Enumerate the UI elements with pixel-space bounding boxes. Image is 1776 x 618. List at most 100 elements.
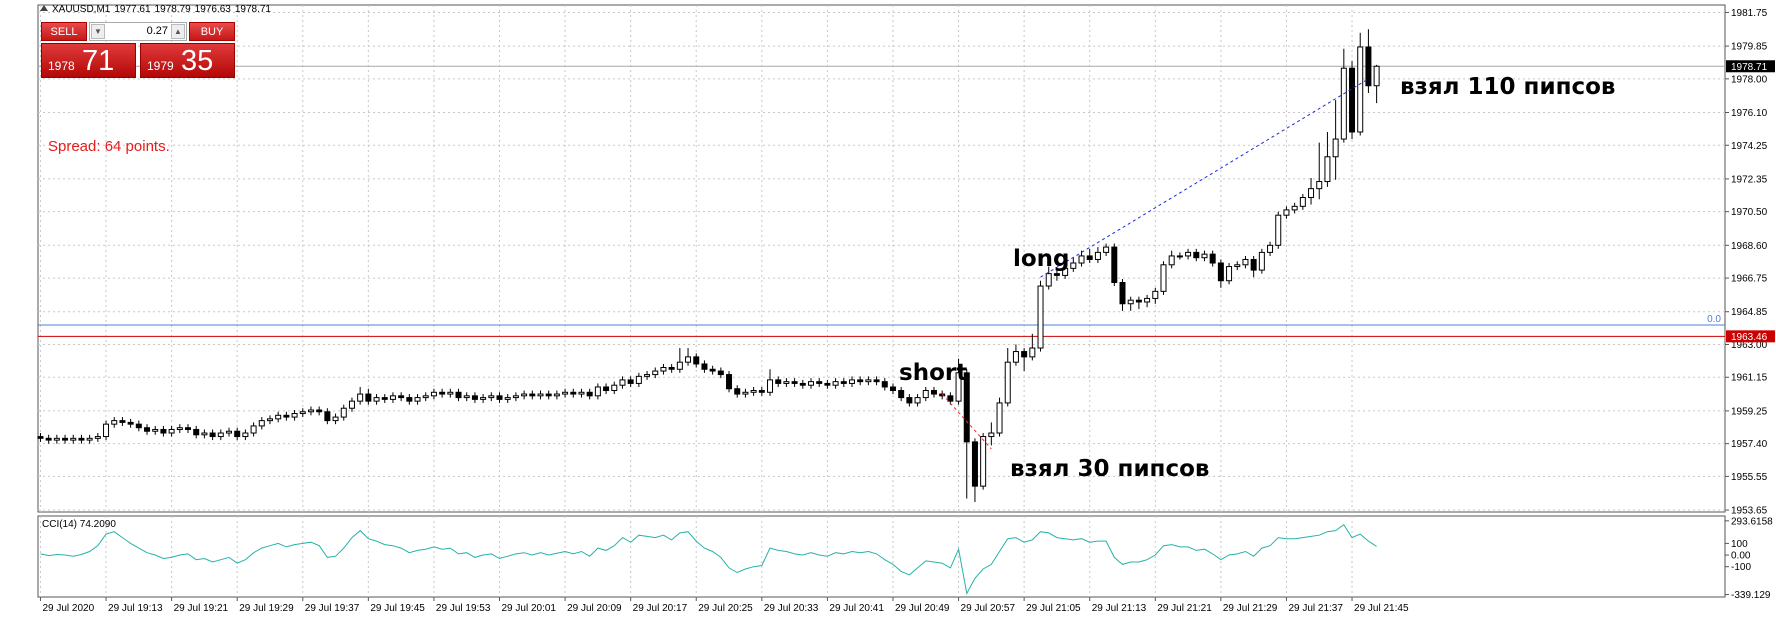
lot-field[interactable]: ▼ 0.27 ▲ [89,22,187,41]
indicator-title: CCI(14) 74.2090 [42,519,116,530]
x-tick-label: 29 Jul 21:45 [1354,603,1409,614]
price-box-label: 1978.71 [1731,62,1768,73]
candle-body [62,437,69,441]
candle-body [1103,246,1110,253]
buy-button[interactable]: BUY [189,22,235,41]
candle-body [1201,253,1208,259]
candle-body [1045,273,1052,287]
x-tick-label: 29 Jul 21:29 [1223,603,1278,614]
lot-value: 0.27 [146,25,168,37]
candle-body [201,432,208,436]
candle-body [234,430,241,438]
candle-body [627,379,634,384]
candle-body [1308,188,1315,198]
candle-body [365,393,372,402]
y-tick-label: 1981.75 [1731,8,1768,19]
x-tick-label: 29 Jul 20:49 [895,603,950,614]
y-tick-label: -100 [1731,562,1751,573]
trade-line [1040,78,1369,278]
candle-body [299,411,306,415]
candle-body [611,384,618,392]
candle-body [119,420,126,423]
y-tick-label: 1966.75 [1731,274,1768,285]
candle-body [1185,251,1192,257]
candle-body [1234,264,1241,268]
bid-price[interactable]: 1978 71 [41,43,136,78]
x-tick-label: 29 Jul 20:17 [633,603,688,614]
candle-body [316,409,323,413]
candle-body [701,363,708,370]
candle-body [1053,273,1060,276]
candle-body [332,416,339,422]
candle-body [1209,253,1216,264]
candle-body [594,386,601,397]
candle-body [53,437,60,441]
candle-body [430,391,437,397]
candle-body [266,418,273,422]
candle-body [258,420,265,427]
candle-body [1340,67,1347,140]
candle-body [668,366,675,370]
candle-body [521,393,528,397]
candle-body [971,441,978,487]
candle-body [250,425,257,434]
candle-body [1365,46,1372,87]
y-tick-label: -339.129 [1731,590,1771,601]
candle-body [480,397,487,400]
candle-body [127,421,134,425]
candle-body [1078,255,1085,264]
spread-label: Spread: 64 points. [48,138,170,155]
candle-body [504,397,511,400]
y-tick-label: 0.00 [1731,551,1751,562]
lot-down[interactable]: ▼ [91,24,105,39]
candle-body [988,432,995,438]
candle-body [1291,205,1298,211]
candle-body [307,409,314,413]
candle-body [152,428,159,432]
bid-big-figure: 1978 [48,59,75,73]
y-tick-label: 1957.40 [1731,439,1768,450]
x-tick-label: 29 Jul 20:41 [829,603,884,614]
sell-button[interactable]: SELL [41,22,87,41]
candle-body [209,432,216,438]
y-tick-label: 1959.25 [1731,406,1768,417]
candle-body [1119,281,1126,305]
collapse-icon[interactable] [40,5,48,11]
candle-body [348,400,355,409]
symbol: XAUUSD,M1 [52,4,111,15]
candle-body [553,393,560,397]
ohlc-close: 1978.71 [234,4,271,15]
candle-body [693,356,700,365]
x-tick-label: 29 Jul 21:13 [1092,603,1147,614]
candle-body [865,379,872,383]
candle-body [644,374,651,377]
candle-body [135,423,142,429]
ask-price[interactable]: 1979 35 [140,43,235,78]
candle-body [471,395,478,400]
candle-body [799,382,806,386]
lot-up[interactable]: ▲ [171,24,185,39]
y-tick-label: 1978.00 [1731,74,1768,85]
ohlc-low: 1976.63 [194,4,231,15]
candle-body [406,397,413,402]
candle-body [1004,361,1011,404]
y-tick-label: 100 [1731,539,1748,550]
x-tick-label: 29 Jul 21:21 [1157,603,1212,614]
candle-body [45,437,52,441]
candle-body [840,381,847,384]
candle-body [414,397,421,402]
candle-body [603,386,610,392]
x-tick-label: 29 Jul 19:45 [370,603,425,614]
candle-body [963,372,970,443]
candle-body [734,388,741,395]
candle-body [1250,258,1257,271]
candle-body [103,423,110,438]
candle-body [1160,264,1167,292]
candle-body [881,381,888,388]
bid-pips: 71 [82,45,115,77]
candle-body [578,391,585,395]
candle-body [783,381,790,384]
candle-body [635,375,642,384]
